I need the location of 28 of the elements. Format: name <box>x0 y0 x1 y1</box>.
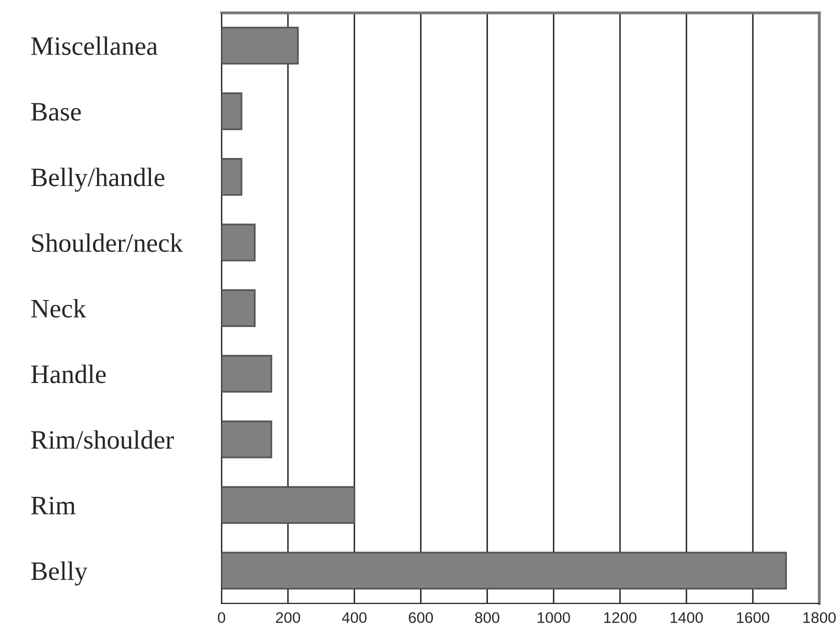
x-tick-label: 400 <box>342 612 367 624</box>
y-tick-label: Shoulder/neck <box>32 233 183 252</box>
bar <box>222 224 256 262</box>
x-tick-label: 600 <box>408 612 433 624</box>
y-tick-label: Rim <box>31 496 76 514</box>
bar <box>222 289 256 328</box>
x-tick-label: 1400 <box>670 612 703 624</box>
y-tick-label: Belly/handle <box>31 168 164 192</box>
x-tick-label: 0 <box>218 612 226 624</box>
bar <box>222 26 299 65</box>
x-tick-label: 1000 <box>538 612 570 624</box>
bar <box>222 354 272 393</box>
x-tick-label: 1600 <box>737 612 770 624</box>
bar <box>222 552 787 590</box>
bar <box>222 92 242 130</box>
x-tick-label: 800 <box>475 612 500 624</box>
x-tick-label: 1800 <box>803 612 836 624</box>
y-tick-label: Rim/shoulder <box>31 430 174 449</box>
bar <box>222 420 272 458</box>
x-tick-label: 1200 <box>604 612 636 624</box>
y-tick-label: Handle <box>31 364 106 384</box>
y-tick-label: Base <box>31 103 81 121</box>
x-tick-label: 200 <box>276 612 300 624</box>
y-tick-label: Belly <box>31 562 88 586</box>
bar <box>222 158 242 196</box>
y-tick-label: Miscellanea <box>31 36 158 56</box>
bar <box>222 486 356 524</box>
y-tick-label: Neck <box>31 299 86 318</box>
